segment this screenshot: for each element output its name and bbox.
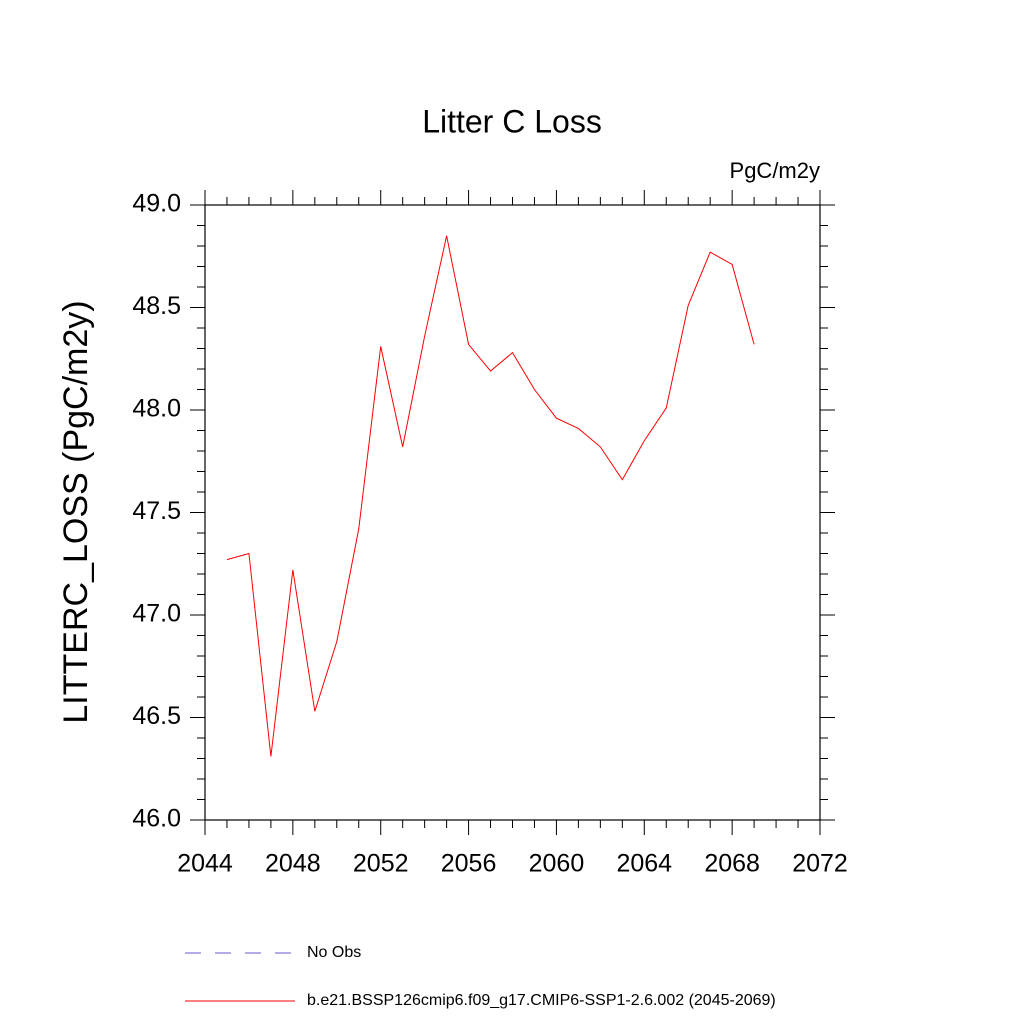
chart-title: Litter C Loss bbox=[422, 103, 602, 139]
y-tick-label: 48.0 bbox=[132, 395, 181, 423]
y-tick-label: 47.5 bbox=[132, 497, 181, 525]
y-tick-label: 49.0 bbox=[132, 190, 181, 218]
legend-label: No Obs bbox=[307, 944, 361, 961]
x-tick-label: 2072 bbox=[792, 850, 848, 878]
x-tick-label: 2068 bbox=[704, 850, 760, 878]
legend-label: b.e21.BSSP126cmip6.f09_g17.CMIP6-SSP1-2.… bbox=[307, 992, 776, 1009]
y-axis-label: LITTERC_LOSS (PgC/m2y) bbox=[57, 300, 95, 723]
y-tick-label: 48.5 bbox=[132, 292, 181, 320]
x-tick-label: 2052 bbox=[353, 850, 409, 878]
x-tick-label: 2048 bbox=[265, 850, 321, 878]
plot-frame bbox=[204, 204, 821, 821]
y-tick-label: 46.5 bbox=[132, 702, 181, 730]
units-label: PgC/m2y bbox=[730, 158, 820, 183]
y-tick-label: 46.0 bbox=[132, 805, 181, 833]
data-line bbox=[226, 235, 755, 757]
y-tick-label: 47.0 bbox=[132, 600, 181, 628]
x-tick-label: 2060 bbox=[529, 850, 585, 878]
x-tick-label: 2044 bbox=[177, 850, 233, 878]
x-tick-label: 2064 bbox=[616, 850, 672, 878]
x-tick-label: 2056 bbox=[441, 850, 497, 878]
